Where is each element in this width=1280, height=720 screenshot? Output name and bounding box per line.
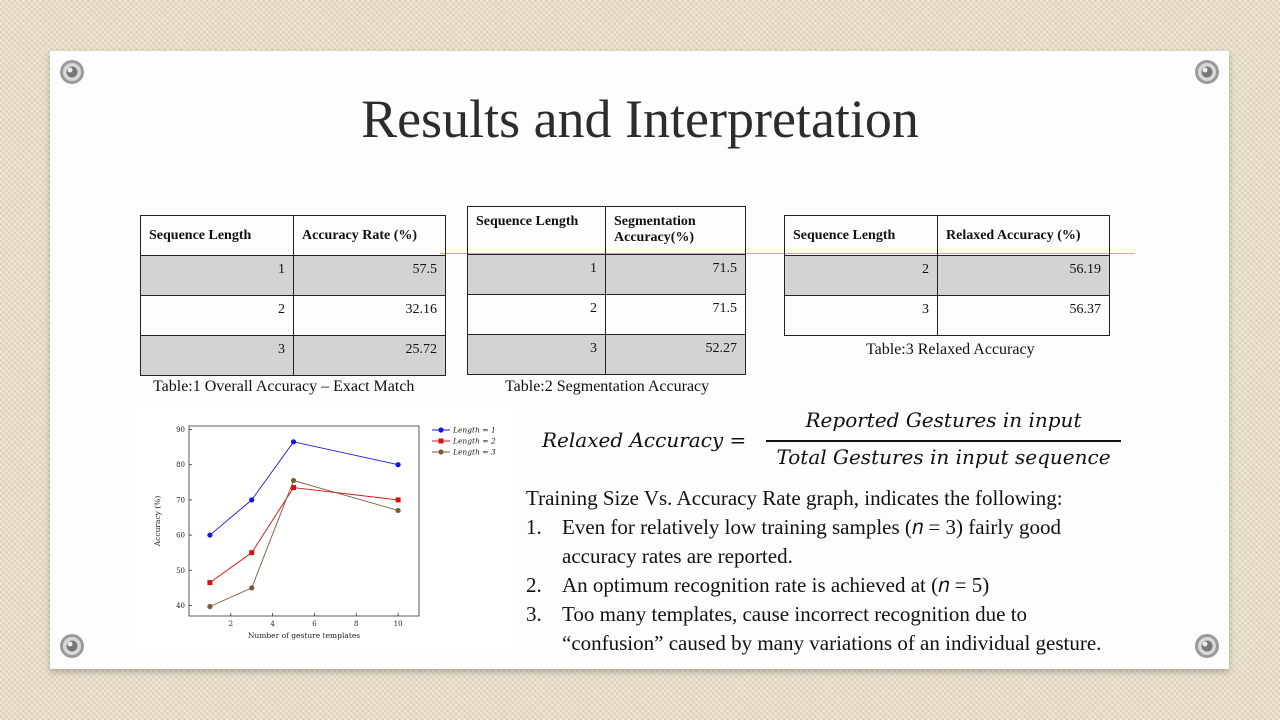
list-item: 3. Too many templates, cause incorrect r… [526,600,1101,658]
series-line [209,479,399,607]
table-cell: 3 [140,335,294,376]
data-point [395,462,401,468]
table-cell: 1 [140,255,294,296]
table-row: 2 32.16 [140,295,446,336]
legend-marker [438,449,444,455]
list-number: 2. [526,573,542,597]
table-cell: 57.5 [293,255,446,296]
table-row: 3 52.27 [467,334,746,375]
legend-marker [438,427,444,433]
x-tick-label: 4 [270,620,275,628]
table-header-cell: Segmentation Accuracy(%) [605,206,746,255]
table-cell: 71.5 [605,254,746,295]
legend-label: Length = 3 [452,448,496,457]
list-text: An optimum recognition rate is achieved … [562,573,990,597]
data-point [290,477,297,484]
x-tick-label: 6 [312,620,317,628]
list-item: 2. An optimum recognition rate is achiev… [526,571,1101,600]
table-cell: 2 [467,294,606,335]
table-cell: 3 [467,334,606,375]
y-tick-label: 70 [176,496,185,504]
data-point [207,532,213,538]
table-caption: Table:1 Overall Accuracy – Exact Match [153,378,415,395]
data-point [395,497,401,503]
series-line [209,441,399,536]
table-relaxed-accuracy: Sequence Length Relaxed Accuracy (%) 2 5… [784,215,1110,336]
table-header-cell: Accuracy Rate (%) [293,215,446,256]
x-axis-label: Number of gesture templates [248,631,360,640]
table-cell: 56.19 [937,255,1110,296]
list-text: “confusion” caused by many variations of… [562,631,1102,655]
formula-numerator: Reported Gestures in input [805,408,1082,432]
table-cell: 2 [784,255,938,296]
series-line [209,487,399,583]
table-row: 2 56.19 [784,255,1110,296]
table-cell: 52.27 [605,334,746,375]
table-cell: 25.72 [293,335,446,376]
table-caption: Table:3 Relaxed Accuracy [866,341,1035,358]
y-tick-label: 50 [176,567,185,575]
table-segmentation-accuracy: Sequence Length Segmentation Accuracy(%)… [467,206,746,375]
table-header-row: Sequence Length Segmentation Accuracy(%) [467,206,746,255]
table-row: 3 25.72 [140,335,446,376]
x-tick-label: 8 [354,620,358,628]
y-tick-label: 40 [176,602,185,610]
notes-intro: Training Size Vs. Accuracy Rate graph, i… [526,486,1063,510]
table-header-cell: Relaxed Accuracy (%) [937,215,1110,256]
interpretation-notes: Training Size Vs. Accuracy Rate graph, i… [526,484,1101,658]
pin-icon [60,634,84,658]
table-row: 2 71.5 [467,294,746,335]
data-point [207,603,213,610]
accuracy-chart: 2 4 6 8 10 40 50 60 70 80 90 Number of gesture temp… [136,408,514,648]
legend-label: Length = 2 [452,437,496,446]
list-number: 3. [526,602,542,626]
table-caption: Table:2 Segmentation Accuracy [505,378,710,395]
table-header-row: Sequence Length Relaxed Accuracy (%) [784,215,1110,256]
plot-frame [188,425,420,617]
data-point [249,550,255,556]
table-row: 3 56.37 [784,295,1110,336]
data-point [207,580,213,586]
legend-label: Length = 1 [452,426,496,435]
table-cell: 32.16 [293,295,446,336]
formula-denominator: Total Gestures in input sequence [776,445,1111,469]
table-header-cell: Sequence Length [467,206,606,255]
y-tick-label: 80 [176,461,185,469]
table-header-cell: Sequence Length [784,215,938,256]
table-row: 1 71.5 [467,254,746,295]
list-text: Too many templates, cause incorrect reco… [562,602,1028,626]
data-point [249,585,255,591]
data-point [291,485,297,491]
pin-icon [1195,634,1219,658]
list-text: accuracy rates are reported. [562,544,793,568]
data-point [290,439,297,445]
formula-lhs: Relaxed Accuracy = [542,428,747,452]
table-header-cell: Sequence Length [140,215,294,256]
table-header-row: Sequence Length Accuracy Rate (%) [140,215,446,256]
data-point [395,507,401,514]
pin-icon [60,60,84,84]
x-tick-label: 2 [229,620,233,628]
y-tick-label: 90 [176,426,185,434]
accuracy-chart-svg: 2 4 6 8 10 40 50 60 70 80 90 Number of gesture temp… [153,425,496,641]
slide-title: Results and Interpretation [361,89,919,149]
list-item: 1. Even for relatively low training samp… [526,513,1101,571]
legend-marker [438,438,444,444]
data-point [249,497,255,503]
table-cell: 2 [140,295,294,336]
table-overall-accuracy: Sequence Length Accuracy Rate (%) 1 57.5… [140,215,446,376]
fraction-bar [766,440,1121,442]
pin-icon [1195,60,1219,84]
table-cell: 3 [784,295,938,336]
y-axis-label: Accuracy (%) [153,496,162,548]
table-cell: 71.5 [605,294,746,335]
table-cell: 56.37 [937,295,1110,336]
x-tick-label: 10 [394,620,403,628]
list-text: Even for relatively low training samples… [562,515,1061,539]
table-row: 1 57.5 [140,255,446,296]
list-number: 1. [526,515,542,539]
table-cell: 1 [467,254,606,295]
y-tick-label: 60 [176,532,185,540]
